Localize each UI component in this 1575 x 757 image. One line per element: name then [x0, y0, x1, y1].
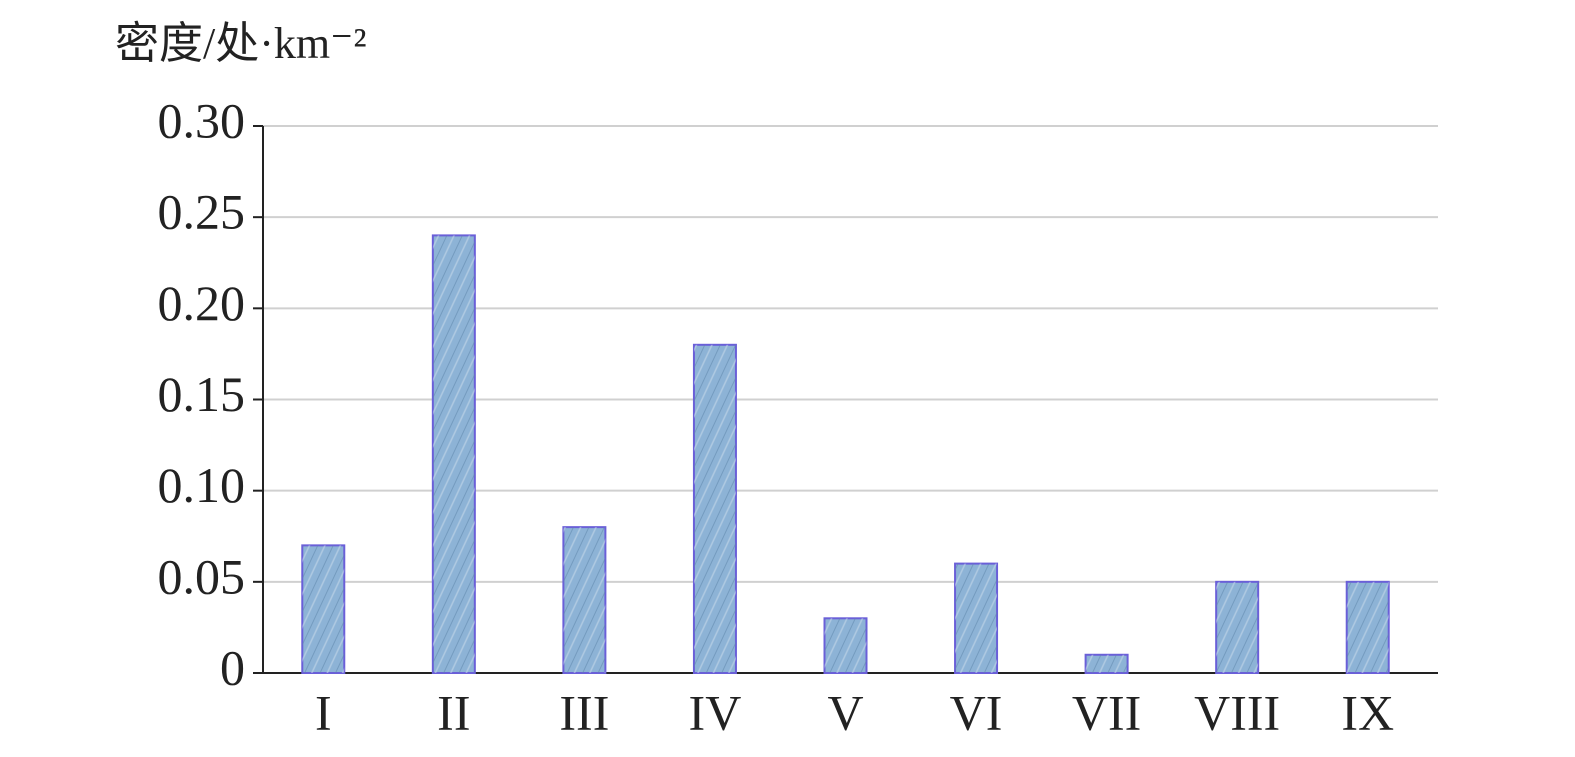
bar: [1215, 580, 1260, 674]
bar: [301, 544, 346, 674]
bar: [823, 617, 868, 674]
bar: [954, 562, 999, 674]
y-tick-label: 0.20: [158, 275, 246, 331]
bar: [1345, 580, 1390, 674]
y-tick-label: 0: [220, 639, 245, 695]
x-tick-label: VII: [1072, 684, 1141, 740]
y-tick-label: 0.10: [158, 457, 246, 513]
x-tick-label: III: [559, 684, 609, 740]
y-tick-label: 0.25: [158, 184, 246, 240]
x-tick-label: VI: [950, 684, 1003, 740]
x-tick-label: I: [315, 684, 332, 740]
x-tick-label: VIII: [1194, 684, 1280, 740]
bar: [431, 234, 476, 674]
x-tick-label: II: [437, 684, 470, 740]
y-tick-label: 0.15: [158, 366, 246, 422]
x-tick-label: IX: [1341, 684, 1394, 740]
bar: [1084, 653, 1129, 674]
y-axis-label: 密度/处·km⁻²: [115, 19, 367, 68]
x-tick-label: IV: [689, 684, 742, 740]
x-tick-label: V: [827, 684, 863, 740]
bar: [562, 526, 607, 675]
y-tick-label: 0.30: [158, 92, 246, 148]
y-tick-label: 0.05: [158, 548, 246, 604]
bar: [692, 343, 737, 674]
